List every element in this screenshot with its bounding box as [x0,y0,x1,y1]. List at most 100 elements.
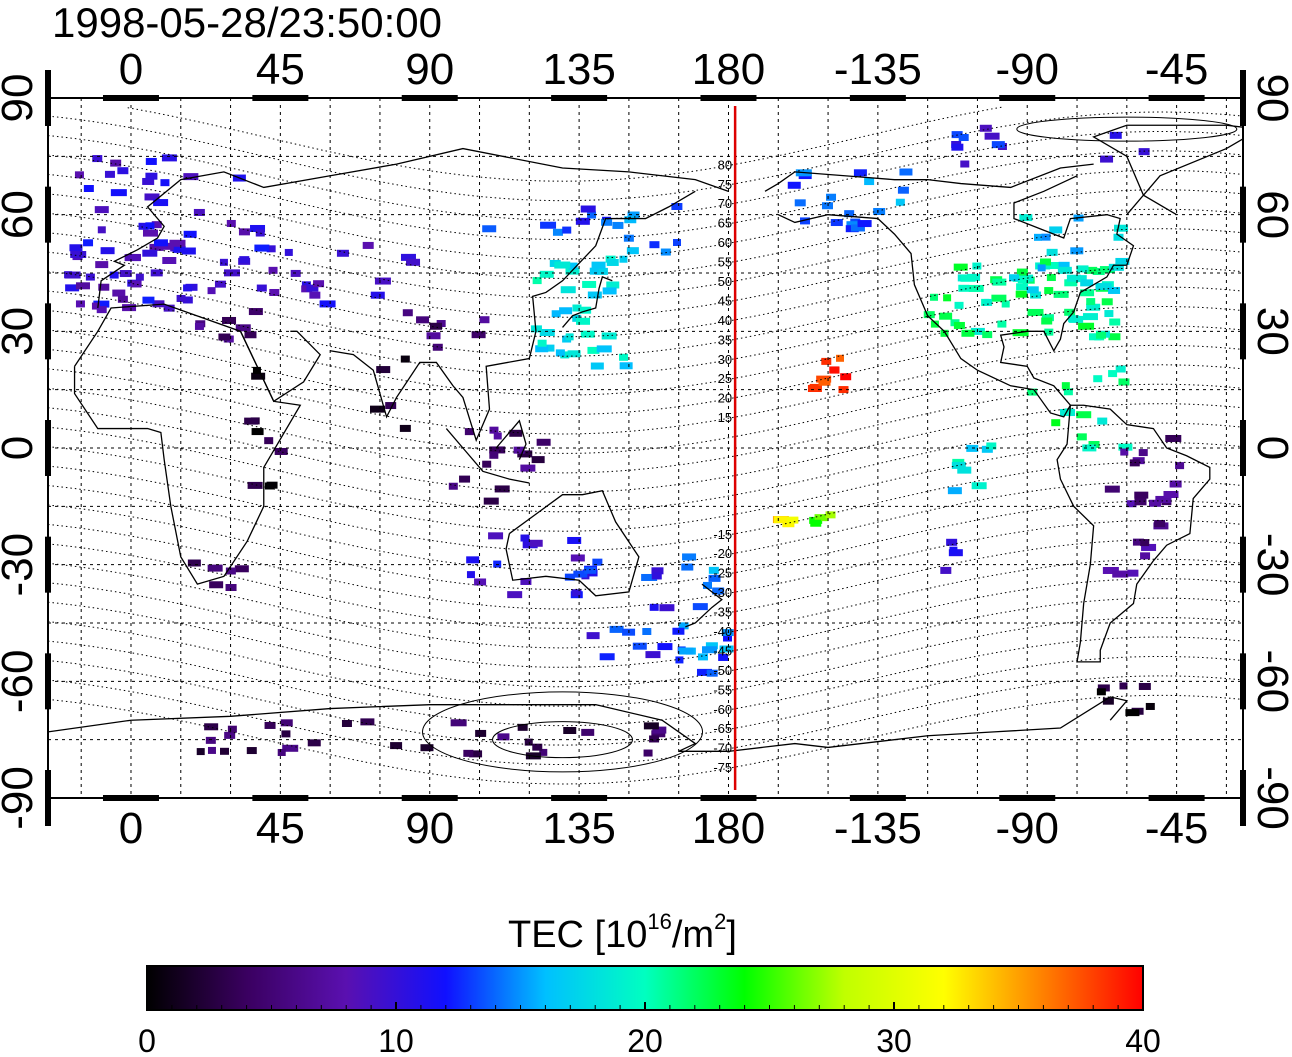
colorbar-ticks: 0 10 20 30 40 [138,1002,1161,1057]
coastline [445,428,530,484]
tec-cell [587,291,602,299]
tec-cell [183,284,193,292]
tec-cell [794,199,806,207]
tec-cell [979,124,992,132]
tec-cell [606,258,619,266]
tec-cell [536,438,551,446]
tec-cell [497,733,510,741]
tec-cell [1104,485,1120,493]
tec-cell [83,185,94,193]
tec-cell [671,203,683,211]
magnetic-lat-label: -70 [713,741,732,756]
tec-cell [814,514,829,522]
tec-cell [145,222,155,230]
tec-cell [1058,261,1070,269]
tec-cell [1126,500,1137,508]
tec-cell [513,446,525,454]
colorbar-title-sup2: 2 [714,909,726,934]
lon-tick-label-bottom: 0 [119,804,143,853]
tec-cell [1080,279,1094,287]
tec-cell [857,220,872,228]
tec-cell [957,466,972,474]
tec-cell [124,254,141,262]
frame-ticks [45,70,1246,826]
tec-cell [568,262,578,270]
tec-cell [1001,300,1010,308]
tec-cell [675,656,684,664]
tec-cell [984,298,993,306]
tec-cell [182,296,193,304]
tec-cell [1102,697,1114,705]
tec-cell [92,155,103,163]
tec-cell [649,603,659,611]
tec-cell [284,248,293,256]
frame-tick-bottom [849,795,906,801]
tec-cell [1064,279,1078,287]
tec-cell [949,546,958,554]
tec-cell [774,516,788,524]
tec-cell [601,332,617,340]
tec-cell [482,225,497,233]
tec-cell [799,217,810,225]
frame-tick-top [252,95,309,101]
tec-cell [1096,688,1106,696]
tec-cell [376,366,391,374]
tec-cell [1082,313,1098,321]
tec-cell [540,221,557,229]
tec-cell [96,306,107,314]
colorbar-tick-label: 20 [627,1023,663,1057]
tec-cell [1140,552,1151,560]
tec-cell [951,143,964,151]
lat-tick-label-right: 0 [1248,436,1292,460]
tec-cell [520,464,536,472]
lon-tick-label-top: 0 [119,45,143,94]
tec-cell [214,280,226,288]
tec-cell [940,566,952,574]
tec-cell [584,566,597,574]
tec-cell [899,168,913,176]
magnetic-contour [48,383,1243,474]
magnetic-lat-label: -20 [713,546,732,561]
tec-cell [109,271,119,279]
tec-cell [238,228,250,236]
tec-cell [1109,318,1121,326]
frame-tick-left [45,186,51,243]
tec-cell [277,748,286,756]
tec-cell [1108,263,1124,271]
tec-cell [142,177,155,185]
frame-tick-top [999,95,1056,101]
tec-cell [162,256,177,264]
tec-cell [696,668,712,676]
tec-cell [1138,682,1151,690]
tec-cell [1134,498,1147,506]
tec-cell [483,497,499,505]
tec-cell [1027,308,1044,316]
frame-tick-top [1148,95,1205,101]
tec-cell [692,603,708,611]
frame-tick-right [1240,420,1246,476]
tec-cell [712,587,725,595]
magnetic-contour [48,636,1243,727]
lon-tick-label-bottom: 180 [692,804,765,853]
tec-cell [1066,274,1081,282]
tec-cell [93,300,110,308]
coastline [495,419,527,460]
magnetic-lat-label: -40 [713,624,732,639]
tec-cell [991,141,1005,149]
tec-cell [559,307,573,315]
tec-cell [1086,298,1096,306]
tec-cell [1041,233,1051,241]
tec-cell [651,567,664,575]
lat-tick-label-left: 0 [0,436,42,460]
tec-cell [829,366,840,374]
coastline [778,175,1135,418]
lat-tick-label-left: 90 [0,74,42,123]
tec-cell [542,344,555,352]
tec-cell [649,735,660,743]
magnetic-lat-label: -75 [713,760,732,775]
tec-cell [479,316,490,324]
tec-cell [592,558,603,566]
tec-cell [951,461,966,469]
tec-cell [1015,290,1028,298]
frame-tick-top [700,95,757,101]
